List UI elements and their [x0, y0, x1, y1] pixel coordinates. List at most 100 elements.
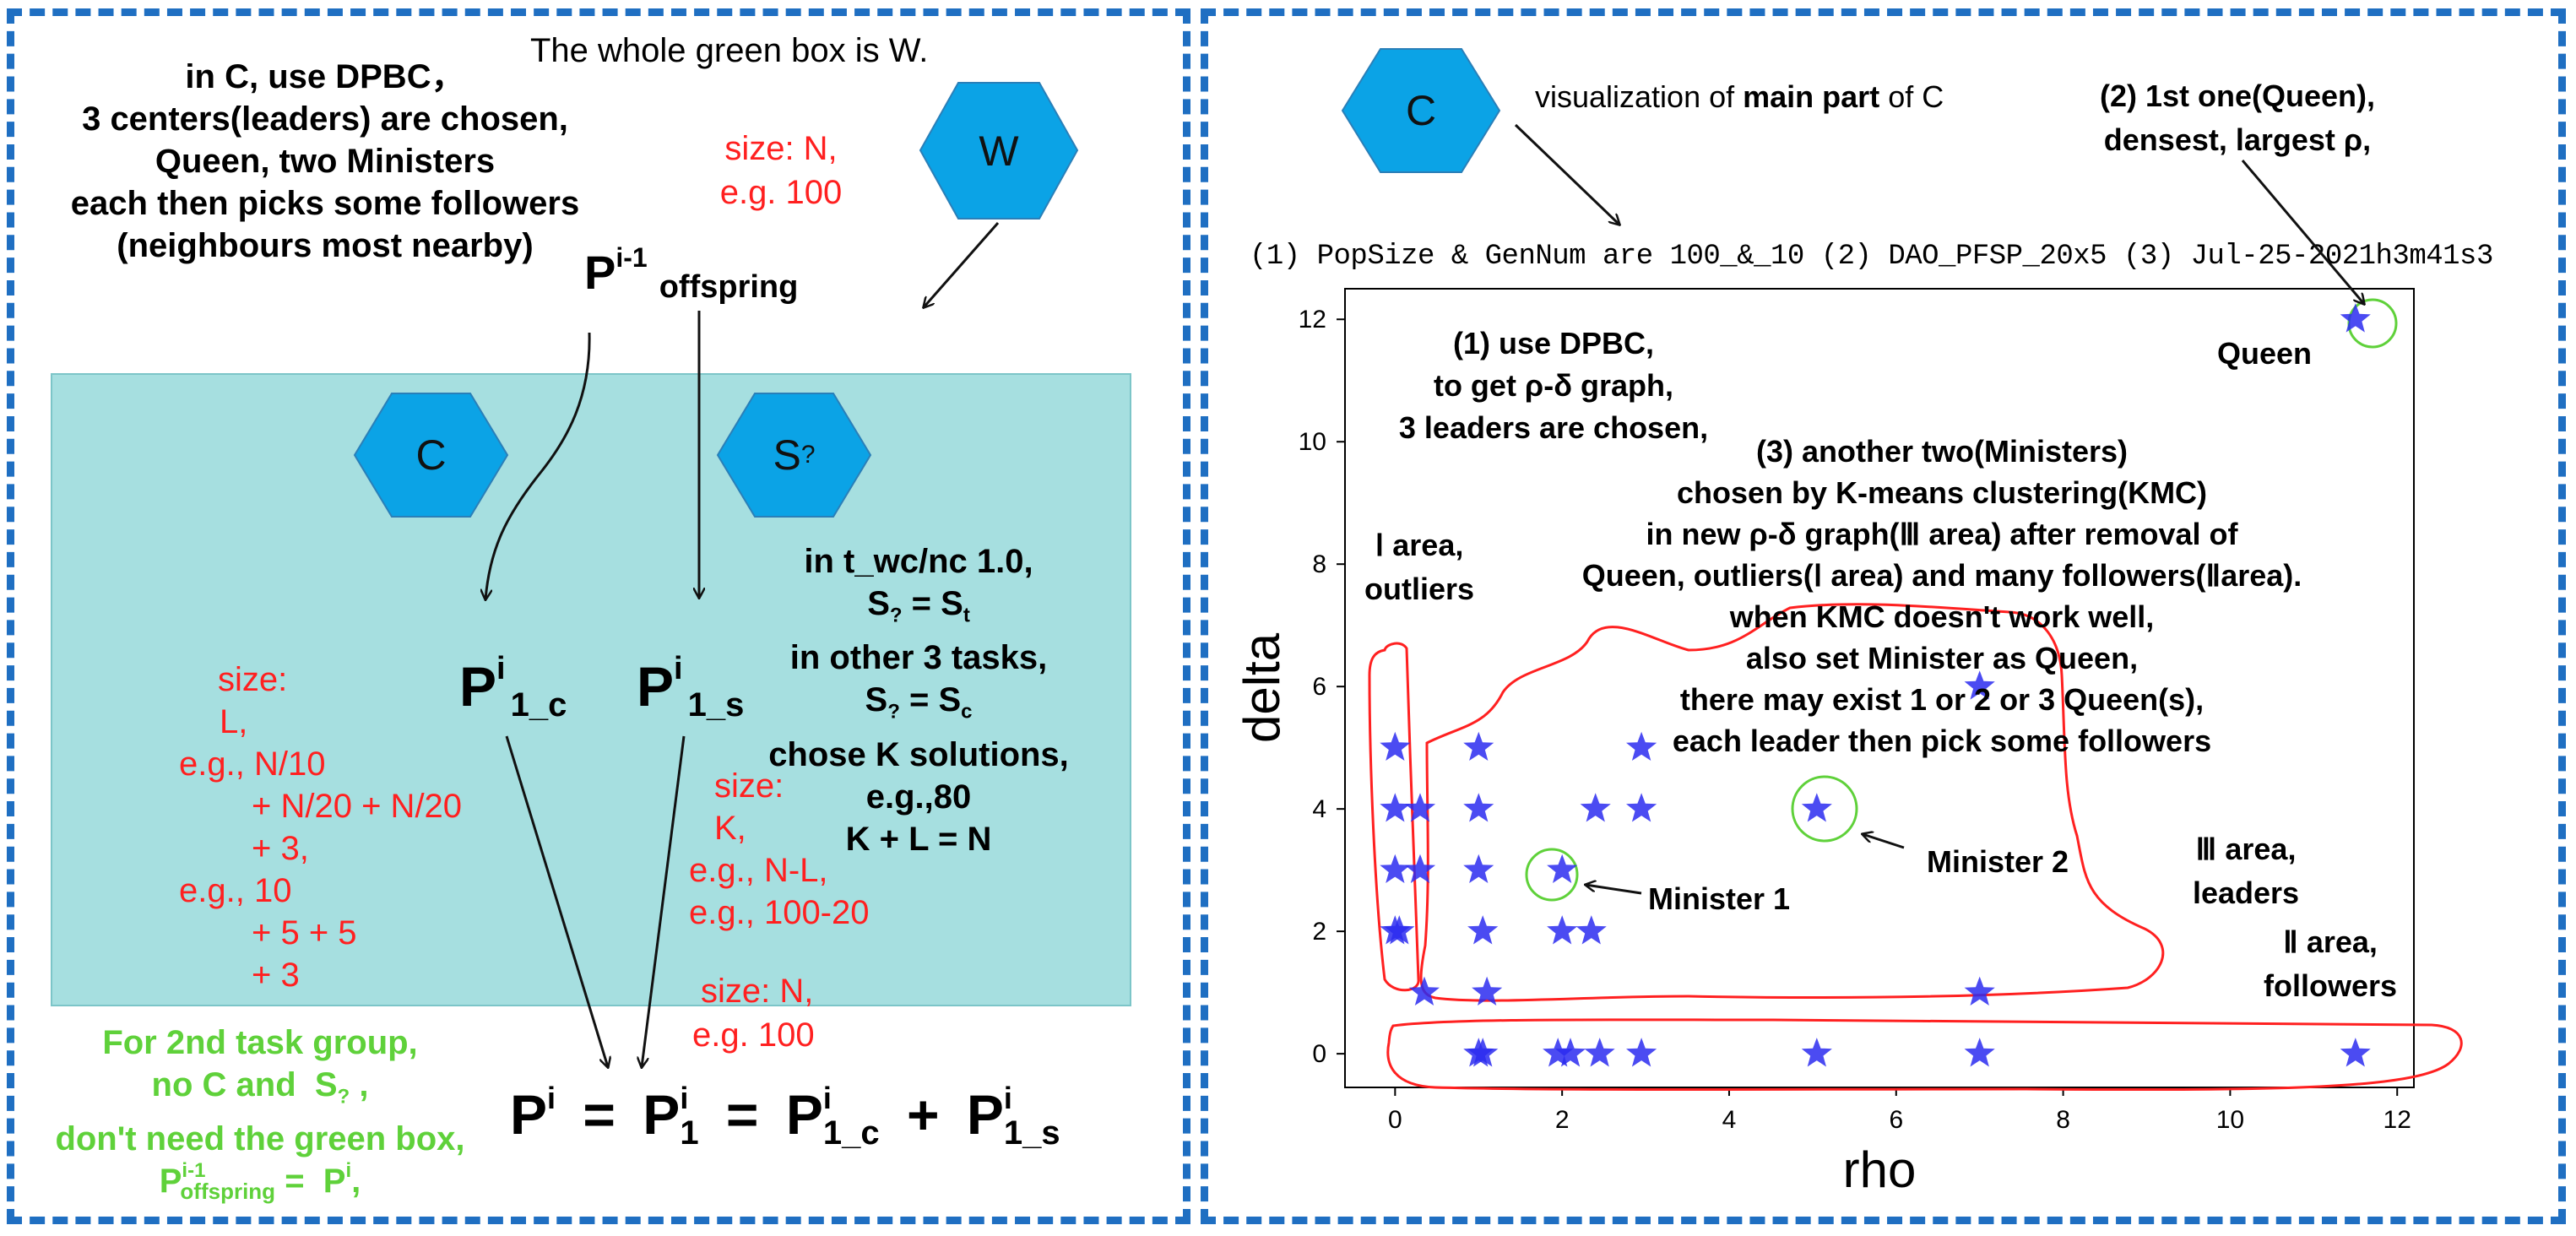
y-tick-label: 4 — [1312, 795, 1326, 823]
hexagon-c-right-shape — [1341, 48, 1501, 173]
size-line: L, — [220, 703, 248, 740]
y-axis-label: delta — [1234, 632, 1290, 743]
green-box-w — [51, 373, 1131, 1006]
hexagon-c-label: C — [415, 431, 447, 479]
eq-sign: = — [583, 1083, 616, 1146]
whole-box-note: The whole green box is W. — [530, 32, 929, 69]
arrow-queen-note — [2241, 160, 2364, 304]
visualization-note: visualization of main part of C — [1535, 79, 1944, 115]
size-line: + 3 — [252, 957, 300, 994]
t-sub: t — [963, 604, 970, 627]
eq-plus: + — [906, 1083, 940, 1146]
data-point — [1408, 976, 1440, 1006]
dpbc-note-line: 3 leaders are chosen, — [1398, 410, 1709, 445]
dpbc-line: each then picks some followers — [70, 185, 580, 222]
green-sub: offspring — [180, 1179, 276, 1205]
arrow-vis-to-plot — [1514, 123, 1619, 225]
green-line: For 2nd task group, — [102, 1024, 418, 1061]
size-line: e.g., 10 — [179, 872, 292, 909]
arrow-minister2 — [1863, 834, 1905, 849]
p-letter: P — [459, 655, 497, 718]
area-i-line: Ⅰ area, — [1375, 528, 1464, 562]
hexagon-s-label: S? — [716, 392, 872, 518]
green-text: = P — [275, 1163, 346, 1201]
x-tick-label: 4 — [1722, 1106, 1737, 1134]
y-tick-label: 8 — [1312, 550, 1326, 578]
dpbc-line: Queen, two Ministers — [155, 143, 496, 180]
kmc-line: in new ρ-δ graph(Ⅲ area) after removal o… — [1646, 517, 2238, 551]
eq-sub: 1_s — [1003, 1114, 1060, 1152]
arrow-p1s-to-pi — [642, 735, 686, 1067]
data-point — [1463, 793, 1494, 822]
task-line: S? = St — [767, 583, 1071, 637]
kmc-line: there may exist 1 or 2 or 3 Queen(s), — [1679, 682, 2205, 717]
hexagon-w-shape — [919, 82, 1079, 220]
green-note: For 2nd task group, no C and S? , don't … — [41, 1022, 480, 1207]
task-note: in t_wc/nc 1.0, S? = St in other 3 tasks… — [767, 540, 1071, 860]
data-point — [1801, 1038, 1832, 1067]
minister2-label: Minister 2 — [1927, 844, 2069, 879]
data-point — [1626, 731, 1657, 761]
area-ii-outline — [1386, 1018, 2463, 1092]
data-point — [1580, 793, 1611, 822]
size-line: + 3, — [252, 830, 309, 867]
p-letter: P — [637, 655, 675, 718]
dpbc-explanation: in C, use DPBC， 3 centers(leaders) are c… — [34, 56, 616, 267]
scatter-points — [1380, 303, 2371, 1067]
s-letter: S — [867, 585, 890, 622]
size-line: size: N, — [724, 130, 838, 167]
arrow-w-to-p — [924, 222, 1000, 307]
eq-p: P — [643, 1083, 681, 1146]
green-sup: i — [345, 1159, 352, 1183]
x-tick-label: 6 — [1889, 1106, 1903, 1134]
kmc-line: each leader then pick some followers — [1672, 724, 2212, 758]
queen-line: (2) 1st one(Queen), — [2099, 79, 2376, 113]
data-point — [1463, 854, 1494, 883]
eq-sign: = — [725, 1083, 759, 1146]
p-sup: i-1 — [616, 242, 648, 273]
task-line: e.g.,80 — [865, 778, 972, 816]
x-tick-label: 8 — [2056, 1106, 2070, 1134]
data-point — [1384, 915, 1415, 945]
y-tick-label: 0 — [1312, 1040, 1326, 1068]
data-point — [1463, 731, 1494, 761]
p-letter: P — [584, 246, 616, 299]
size-line: e.g. 100 — [719, 174, 843, 211]
queen-line: densest, largest ρ, — [2103, 122, 2372, 157]
eq-text: = S — [902, 585, 963, 622]
green-text: , — [351, 1163, 361, 1201]
data-point — [1964, 1038, 1995, 1067]
x-tick-label: 0 — [1388, 1106, 1402, 1134]
hexagon-s: S? — [716, 392, 872, 518]
green-sub: ? — [337, 1085, 350, 1109]
y-tick-label: 6 — [1312, 673, 1326, 701]
y-tick-label: 10 — [1299, 428, 1326, 456]
minister2-circle — [1791, 775, 1858, 843]
size-line: size: — [218, 661, 288, 698]
x-axis-label: rho — [1843, 1141, 1917, 1198]
s-sub: ? — [887, 700, 900, 724]
kmc-line: chosen by K-means clustering(KMC) — [1676, 475, 2208, 510]
queen-note: (2) 1st one(Queen), densest, largest ρ, — [2060, 74, 2415, 162]
vis-text: of C — [1879, 79, 1944, 114]
eq-sup: i — [680, 1081, 689, 1115]
green-line: no C and S? , — [41, 1064, 480, 1118]
data-point — [1467, 1038, 1499, 1067]
green-p: P — [159, 1163, 182, 1201]
size-n-top: size: N, e.g. 100 — [692, 127, 870, 214]
hexagon-c-right-label: C — [1405, 87, 1437, 134]
queen-label: Queen — [2217, 336, 2313, 371]
data-point — [1584, 1038, 1615, 1067]
data-point — [2340, 303, 2371, 333]
dpbc-note-line: (1) use DPBC, — [1452, 326, 1655, 360]
p-1s: Pi1_s — [637, 651, 744, 724]
dpbc-note: (1) use DPBC, to get ρ-δ graph, 3 leader… — [1376, 323, 1731, 449]
size-line: e.g., N/10 — [179, 745, 326, 783]
arrow-p1c-to-pi — [505, 735, 608, 1067]
dpbc-line: in C, use DPBC， — [185, 58, 465, 95]
right-panel — [1201, 8, 2566, 1224]
green-text: no C and S — [151, 1066, 338, 1103]
plot-area-frame — [1344, 288, 2415, 1088]
eq-p: P — [510, 1083, 548, 1146]
kmc-line: (3) another two(Ministers) — [1755, 434, 2128, 469]
